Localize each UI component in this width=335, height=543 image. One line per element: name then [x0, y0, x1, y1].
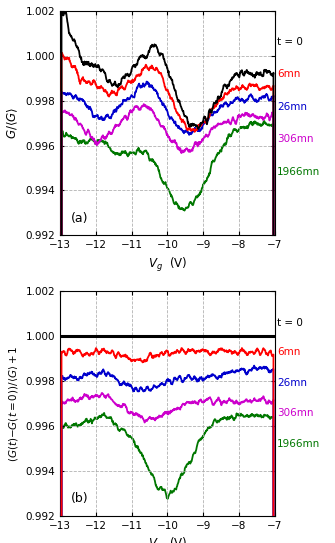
- X-axis label: $V_g$  (V): $V_g$ (V): [148, 536, 187, 543]
- Text: t = 0: t = 0: [277, 37, 303, 47]
- Text: t = 0: t = 0: [277, 318, 303, 328]
- Text: 306mn: 306mn: [277, 408, 313, 418]
- Text: 1966mn: 1966mn: [277, 439, 320, 449]
- X-axis label: $V_g$  (V): $V_g$ (V): [148, 256, 187, 274]
- Text: 6mn: 6mn: [277, 69, 300, 79]
- Text: 1966mn: 1966mn: [277, 167, 320, 178]
- Y-axis label: $(G(t){-}G(t{=}0))/\langle G\rangle + 1$: $(G(t){-}G(t{=}0))/\langle G\rangle + 1$: [7, 345, 20, 462]
- Text: 26mn: 26mn: [277, 378, 307, 388]
- Y-axis label: $G/\langle G\rangle$: $G/\langle G\rangle$: [6, 107, 20, 139]
- Text: (b): (b): [71, 493, 89, 506]
- Text: 306mn: 306mn: [277, 134, 313, 144]
- Text: (a): (a): [71, 212, 88, 225]
- Text: 6mn: 6mn: [277, 347, 300, 357]
- Text: 26mn: 26mn: [277, 103, 307, 112]
